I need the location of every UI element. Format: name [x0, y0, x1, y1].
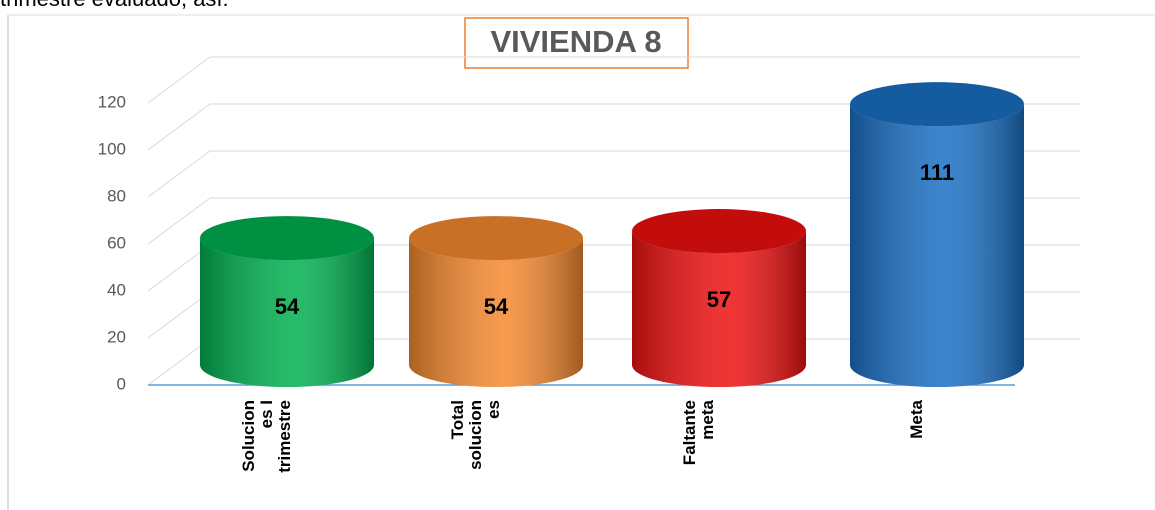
chart-title: VIVIENDA 8 [490, 24, 661, 59]
y-tick-label: 80 [107, 186, 126, 205]
data-label: 54 [484, 294, 509, 319]
grid-diagonal [147, 291, 211, 339]
bar-top [632, 209, 806, 254]
bar-shade [409, 238, 583, 387]
data-label: 111 [920, 160, 954, 185]
y-tick-label: 40 [107, 280, 126, 299]
x-tick-label: Total solucion es [448, 400, 503, 470]
grid-diagonal [147, 197, 211, 245]
bar-shade [632, 231, 806, 387]
bar-top-shade [409, 216, 583, 261]
x-tick-label: Solucion es I trimestre [239, 400, 294, 473]
y-tick-label: 120 [98, 92, 126, 111]
y-tick-label: 0 [117, 374, 126, 393]
bar-top [850, 82, 1024, 127]
data-label: 54 [275, 294, 300, 319]
title-box [464, 17, 689, 69]
caption: trimestre evaluado, así: [0, 0, 229, 12]
bar-top [200, 216, 374, 261]
grid-diagonal [147, 244, 211, 292]
data-label: 57 [707, 287, 731, 312]
y-tick-label: 100 [98, 139, 126, 158]
grid-diagonal [147, 103, 211, 151]
y-tick-label: 20 [107, 327, 126, 346]
grid-diagonal [147, 338, 211, 386]
bar-top-shade [632, 209, 806, 254]
grid-diagonal [147, 150, 211, 198]
bar-top [409, 216, 583, 261]
grid-diagonal [147, 56, 211, 104]
x-tick-label: Meta [907, 400, 926, 439]
bar-top-shade [850, 82, 1024, 127]
bar-top-shade [200, 216, 374, 261]
y-tick-label: 60 [107, 233, 126, 252]
bar-shade [200, 238, 374, 387]
bar-shade [850, 104, 1024, 388]
x-tick-label: Faltante meta [680, 400, 717, 466]
